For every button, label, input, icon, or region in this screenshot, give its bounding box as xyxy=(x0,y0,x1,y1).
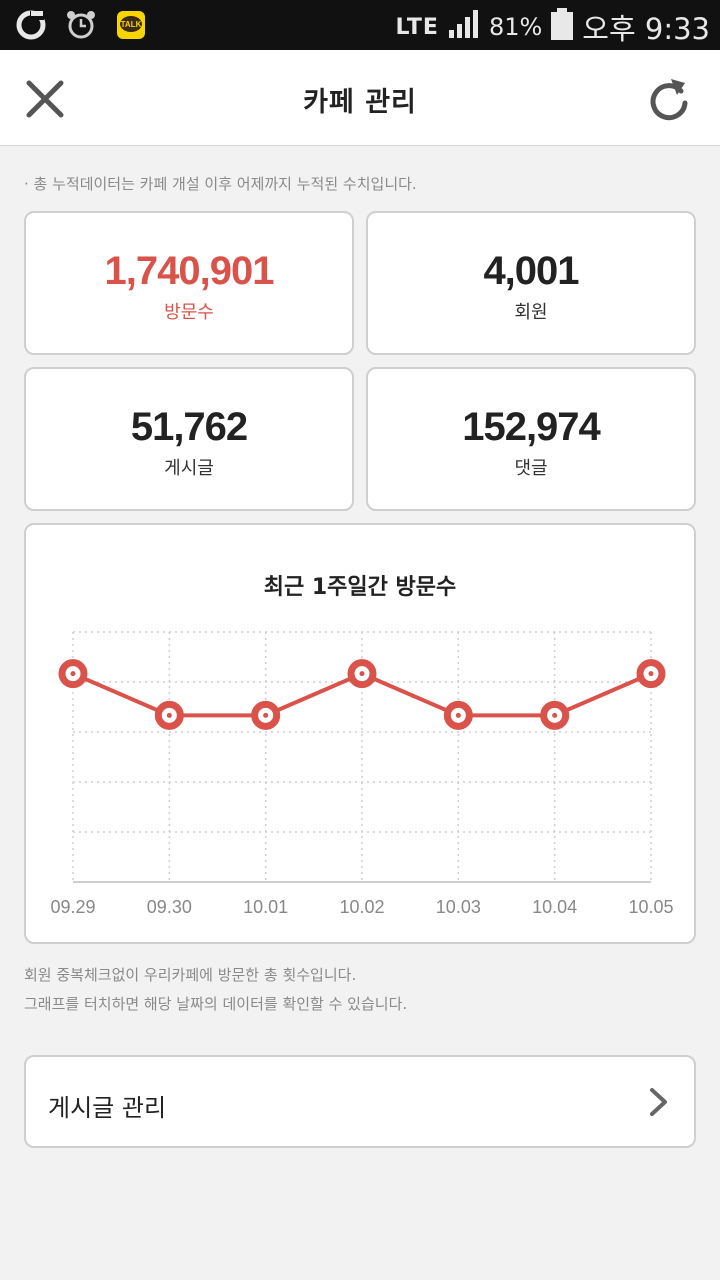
app-header: 카페 관리 xyxy=(0,50,720,146)
alarm-icon xyxy=(64,8,98,42)
data-point-center xyxy=(552,712,558,718)
svg-text:TALK: TALK xyxy=(121,20,142,29)
post-management-label: 게시글 관리 xyxy=(48,1094,167,1122)
battery-percent: 81% xyxy=(488,13,543,41)
page-title: 카페 관리 xyxy=(303,87,417,118)
data-point-center xyxy=(166,712,172,718)
visits-chart-card[interactable]: 09.29 09.30 10.01 10.02 10.03 10.04 10.05 최근 1… xyxy=(24,523,696,944)
refresh-icon xyxy=(650,79,688,121)
olleh-icon xyxy=(14,8,48,42)
x-tick-label: 09.30 xyxy=(147,897,192,917)
clock-time: 오후 9:33 xyxy=(582,12,710,46)
stat-label-posts: 게시글 xyxy=(164,458,214,479)
x-tick-label: 10.05 xyxy=(628,897,673,917)
status-bar: TALK LTE 81% 오후 9:33 xyxy=(0,0,720,50)
chart-note-1: 회원 중복체크없이 우리카페에 방문한 총 횟수입니다. xyxy=(24,966,357,984)
stat-value-comments: 152,974 xyxy=(462,405,601,449)
chevron-right-icon xyxy=(644,1085,674,1119)
data-point-center xyxy=(263,712,269,718)
signal-icon xyxy=(447,8,481,47)
stat-value-posts: 51,762 xyxy=(130,405,248,449)
x-tick-label: 10.01 xyxy=(243,897,288,917)
battery-icon xyxy=(550,7,574,48)
x-tick-label: 10.03 xyxy=(436,897,481,917)
stat-label-comments: 댓글 xyxy=(514,458,548,479)
visits-line-chart[interactable]: 09.29 09.30 10.01 10.02 10.03 10.04 10.05 xyxy=(26,525,694,942)
x-tick-label: 09.29 xyxy=(50,897,95,917)
data-point-center xyxy=(648,671,654,677)
cumulative-note: · 총 누적데이터는 카페 개설 이후 어제까지 누적된 수치입니다. xyxy=(24,175,417,193)
stat-card-posts[interactable]: 51,762 게시글 xyxy=(24,367,354,511)
data-point-center xyxy=(359,671,365,677)
chart-note-2: 그래프를 터치하면 해당 날짜의 데이터를 확인할 수 있습니다. xyxy=(24,995,408,1013)
refresh-button[interactable] xyxy=(644,72,696,124)
stat-value-members: 4,001 xyxy=(483,249,579,293)
stat-label-visits: 방문수 xyxy=(164,302,214,323)
close-button[interactable] xyxy=(22,76,68,122)
stat-card-comments[interactable]: 152,974 댓글 xyxy=(366,367,696,511)
stat-card-visits[interactable]: 1,740,901 방문수 xyxy=(24,211,354,355)
network-type: LTE xyxy=(395,14,439,40)
x-tick-label: 10.04 xyxy=(532,897,577,917)
stat-label-members: 회원 xyxy=(514,302,548,323)
stat-card-members[interactable]: 4,001 회원 xyxy=(366,211,696,355)
close-icon xyxy=(26,80,64,118)
data-point-center xyxy=(455,712,461,718)
chart-title: 최근 1주일간 방문수 xyxy=(263,575,457,600)
stat-value-visits: 1,740,901 xyxy=(104,249,275,293)
post-management-row[interactable]: 게시글 관리 xyxy=(24,1055,696,1148)
x-tick-label: 10.02 xyxy=(339,897,384,917)
data-point-center xyxy=(70,671,76,677)
kakaotalk-icon: TALK xyxy=(114,8,148,42)
